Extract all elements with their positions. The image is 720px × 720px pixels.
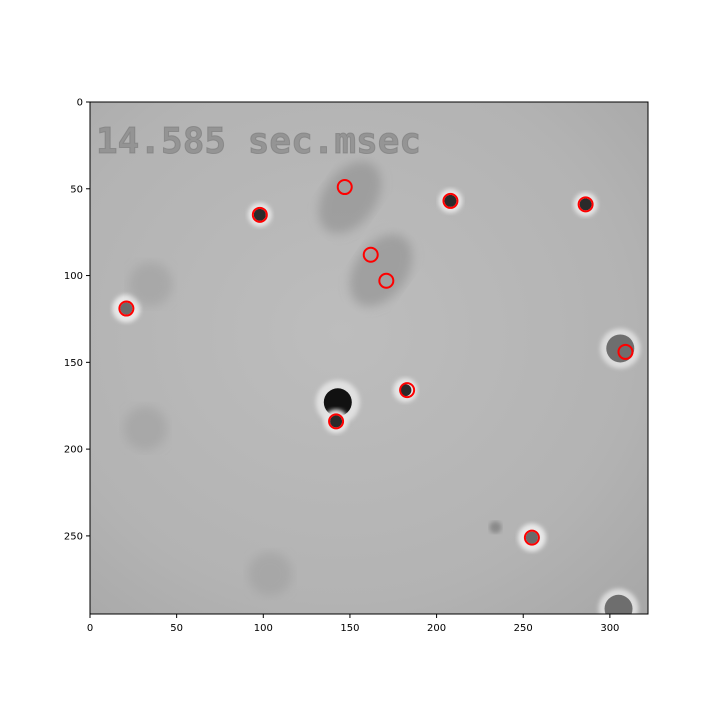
particle [247,202,272,227]
particle [318,161,382,234]
x-tick-label: 200 [427,623,446,634]
particle [517,523,546,552]
particle [123,406,168,451]
particle [248,552,293,597]
x-tick-label: 100 [254,623,273,634]
particle [438,188,463,213]
particle [315,380,360,425]
microscope-image: 14.585 sec.msec [90,102,648,614]
detection-marker [399,382,416,399]
x-tick-label: 0 [87,623,93,634]
particle [324,409,349,434]
detection-marker [378,272,395,289]
particle-layer [112,161,641,614]
y-tick-label: 100 [64,271,83,282]
detection-marker [362,246,379,263]
x-tick-label: 250 [514,623,533,634]
y-tick-label: 250 [64,531,83,542]
marker-layer [118,179,634,546]
y-axis: 0 50 100 150 200 250 [64,98,90,542]
axes-frame [89,101,649,615]
detection-marker [336,179,353,196]
timestamp-overlay: 14.585 sec.msec [96,121,421,162]
x-tick-label: 300 [600,623,619,634]
particle [598,588,639,614]
particle [573,192,598,217]
detection-marker [328,413,345,430]
x-tick-label: 150 [340,623,359,634]
x-axis: 0 50 100 150 200 250 300 [87,614,619,634]
particle [489,521,502,534]
detection-marker [251,206,268,223]
detection-marker [523,529,540,546]
y-tick-label: 200 [64,445,83,456]
detection-marker [442,192,459,209]
particle [112,294,141,323]
particle [128,262,173,307]
detection-marker [118,300,135,317]
detection-marker [577,196,594,213]
detection-marker [617,343,634,360]
y-tick-label: 50 [70,184,83,195]
x-tick-label: 50 [170,623,183,634]
particle [349,234,413,307]
y-tick-label: 150 [64,358,83,369]
y-tick-label: 0 [77,98,83,109]
